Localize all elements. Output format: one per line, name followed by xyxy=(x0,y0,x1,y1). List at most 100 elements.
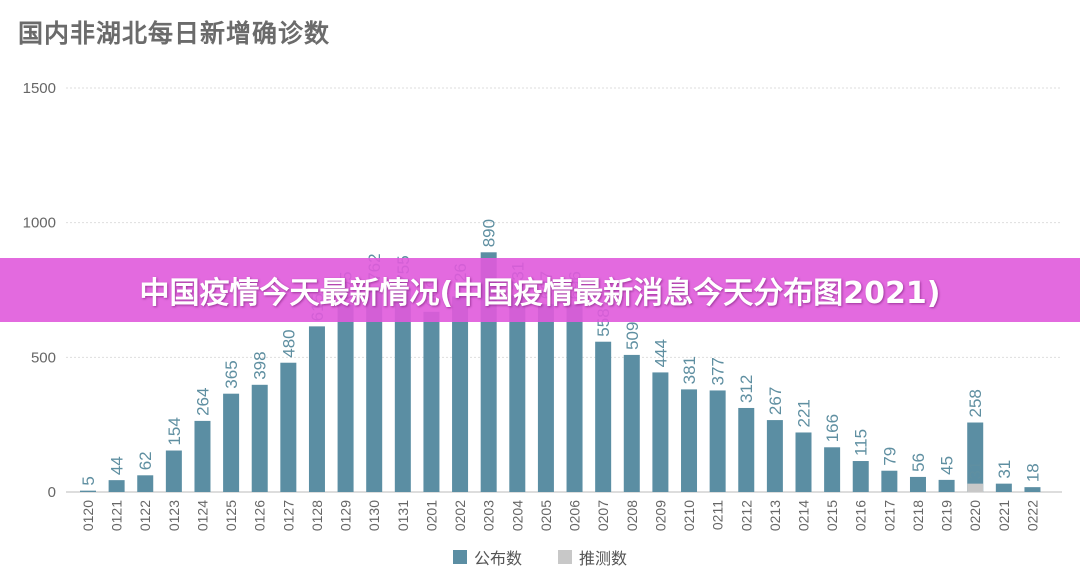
bar[interactable] xyxy=(280,362,297,492)
data-label: 890 xyxy=(480,219,499,247)
bar[interactable] xyxy=(223,393,240,492)
x-tick-label: 0204 xyxy=(509,500,525,531)
bar-estimated[interactable] xyxy=(967,483,984,492)
data-label: 258 xyxy=(966,389,985,417)
bar[interactable] xyxy=(623,354,640,492)
x-tick-label: 0207 xyxy=(595,500,611,531)
data-label: 377 xyxy=(709,357,728,385)
bar[interactable] xyxy=(681,389,698,492)
bar[interactable] xyxy=(194,420,211,492)
x-tick-label: 0217 xyxy=(881,500,897,531)
bar[interactable] xyxy=(852,461,869,492)
bar[interactable] xyxy=(995,483,1012,492)
x-tick-label: 0216 xyxy=(853,500,869,531)
data-label: 62 xyxy=(136,451,155,470)
x-tick-label: 0130 xyxy=(366,500,382,531)
x-tick-label: 0131 xyxy=(395,500,411,531)
y-tick-label: 1500 xyxy=(23,80,56,97)
bar[interactable] xyxy=(509,295,526,492)
data-label: 31 xyxy=(995,460,1014,479)
legend-swatch-estimated xyxy=(558,550,572,564)
data-label-estimated: 31 xyxy=(966,461,985,480)
legend-label-published: 公布数 xyxy=(473,549,522,568)
x-tick-label: 0211 xyxy=(710,500,726,530)
y-axis-ticks: 0 500 1000 1500 xyxy=(23,80,56,501)
x-tick-label: 0219 xyxy=(939,500,955,531)
x-tick-label: 0122 xyxy=(137,500,153,531)
data-label: 221 xyxy=(795,399,814,427)
bar[interactable] xyxy=(251,384,268,492)
bar[interactable] xyxy=(537,304,554,492)
bar[interactable] xyxy=(394,288,411,492)
x-tick-label: 0205 xyxy=(538,500,554,531)
banner-text: 中国疫情今天最新情况(中国疫情最新消息今天分布图2021) xyxy=(139,276,941,311)
y-tick-label: 500 xyxy=(31,349,56,366)
x-tick-label: 0120 xyxy=(80,500,96,531)
bar[interactable] xyxy=(709,390,726,492)
data-label: 365 xyxy=(222,360,241,388)
data-label: 5 xyxy=(79,476,98,485)
x-tick-label: 0209 xyxy=(652,500,668,531)
data-label: 166 xyxy=(823,414,842,442)
bar[interactable] xyxy=(652,372,669,492)
bar[interactable] xyxy=(766,420,783,492)
bar[interactable] xyxy=(1024,487,1041,492)
chart-title: 国内非湖北每日新增确诊数 xyxy=(18,19,331,48)
data-label: 381 xyxy=(680,356,699,384)
x-tick-label: 0203 xyxy=(481,500,497,531)
y-tick-label: 1000 xyxy=(23,215,56,232)
legend-item-estimated[interactable]: 推测数 xyxy=(558,545,627,569)
data-label: 480 xyxy=(279,329,298,357)
legend: 公布数 推测数 xyxy=(0,545,1080,569)
bar[interactable] xyxy=(881,470,898,492)
bar[interactable] xyxy=(909,476,926,492)
bar[interactable] xyxy=(423,311,440,492)
bar[interactable] xyxy=(108,480,125,492)
bar[interactable] xyxy=(938,479,955,492)
data-label: 79 xyxy=(880,447,899,466)
data-label: 312 xyxy=(737,375,756,403)
legend-swatch-published xyxy=(452,550,467,564)
bar[interactable] xyxy=(967,422,984,492)
data-label: 115 xyxy=(852,429,871,456)
bar[interactable] xyxy=(308,326,325,492)
x-tick-label: 0124 xyxy=(194,500,210,531)
bar[interactable] xyxy=(738,407,755,492)
x-tick-label: 0222 xyxy=(1024,500,1040,531)
x-tick-label: 0127 xyxy=(280,500,296,531)
legend-label-estimated: 推测数 xyxy=(579,549,628,568)
x-tick-label: 0201 xyxy=(423,500,439,531)
x-tick-label: 0213 xyxy=(767,500,783,531)
x-tick-label: 0210 xyxy=(681,500,697,531)
data-label: 398 xyxy=(251,351,270,379)
x-tick-label: 0123 xyxy=(166,500,182,531)
x-tick-label: 0214 xyxy=(796,500,812,531)
bar[interactable] xyxy=(165,450,182,492)
x-tick-label: 0202 xyxy=(452,500,468,531)
data-label: 56 xyxy=(909,453,928,472)
bar[interactable] xyxy=(595,341,612,492)
data-label: 267 xyxy=(766,387,785,415)
y-tick-label: 0 xyxy=(48,484,56,501)
bar[interactable] xyxy=(795,432,812,492)
x-tick-label: 0126 xyxy=(252,500,268,531)
data-label: 444 xyxy=(651,339,670,367)
bar[interactable] xyxy=(337,304,354,492)
overlay-banner: 中国疫情今天最新情况(中国疫情最新消息今天分布图2021) xyxy=(0,258,1080,322)
bar[interactable] xyxy=(366,286,383,492)
x-tick-label: 0218 xyxy=(910,500,926,531)
bars xyxy=(80,252,1041,492)
x-tick-label: 0128 xyxy=(309,500,325,531)
x-tick-label: 0212 xyxy=(738,500,754,531)
bar[interactable] xyxy=(80,490,96,492)
bar[interactable] xyxy=(452,296,469,492)
bar[interactable] xyxy=(824,447,841,492)
bar[interactable] xyxy=(566,304,583,492)
legend-item-published[interactable]: 公布数 xyxy=(452,545,522,569)
data-label: 44 xyxy=(108,456,127,475)
x-tick-label: 0206 xyxy=(567,500,583,531)
bar[interactable] xyxy=(137,475,154,492)
x-tick-label: 0125 xyxy=(223,500,239,531)
x-tick-label: 0221 xyxy=(996,500,1012,531)
